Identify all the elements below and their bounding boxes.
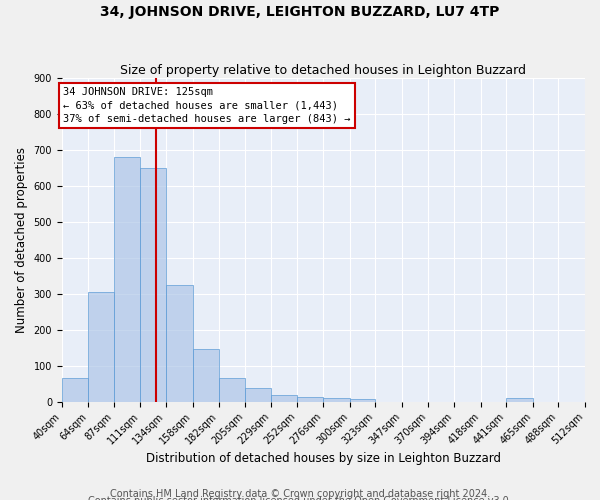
Bar <box>140 168 166 402</box>
Text: 34 JOHNSON DRIVE: 125sqm
← 63% of detached houses are smaller (1,443)
37% of sem: 34 JOHNSON DRIVE: 125sqm ← 63% of detach… <box>63 87 350 124</box>
Bar <box>506 398 533 402</box>
Bar <box>245 388 271 402</box>
Text: 34, JOHNSON DRIVE, LEIGHTON BUZZARD, LU7 4TP: 34, JOHNSON DRIVE, LEIGHTON BUZZARD, LU7… <box>100 5 500 19</box>
Bar <box>271 394 297 402</box>
Bar <box>297 398 323 402</box>
Bar <box>323 398 350 402</box>
Bar <box>350 399 376 402</box>
X-axis label: Distribution of detached houses by size in Leighton Buzzard: Distribution of detached houses by size … <box>146 452 501 465</box>
Bar <box>193 348 219 402</box>
Text: Contains public sector information licensed under the Open Government Licence v3: Contains public sector information licen… <box>88 496 512 500</box>
Bar <box>114 158 140 402</box>
Title: Size of property relative to detached houses in Leighton Buzzard: Size of property relative to detached ho… <box>121 64 526 77</box>
Y-axis label: Number of detached properties: Number of detached properties <box>15 147 28 333</box>
Bar <box>88 292 114 402</box>
Bar <box>166 285 193 402</box>
Text: Contains HM Land Registry data © Crown copyright and database right 2024.: Contains HM Land Registry data © Crown c… <box>110 489 490 499</box>
Bar <box>219 378 245 402</box>
Bar <box>62 378 88 402</box>
